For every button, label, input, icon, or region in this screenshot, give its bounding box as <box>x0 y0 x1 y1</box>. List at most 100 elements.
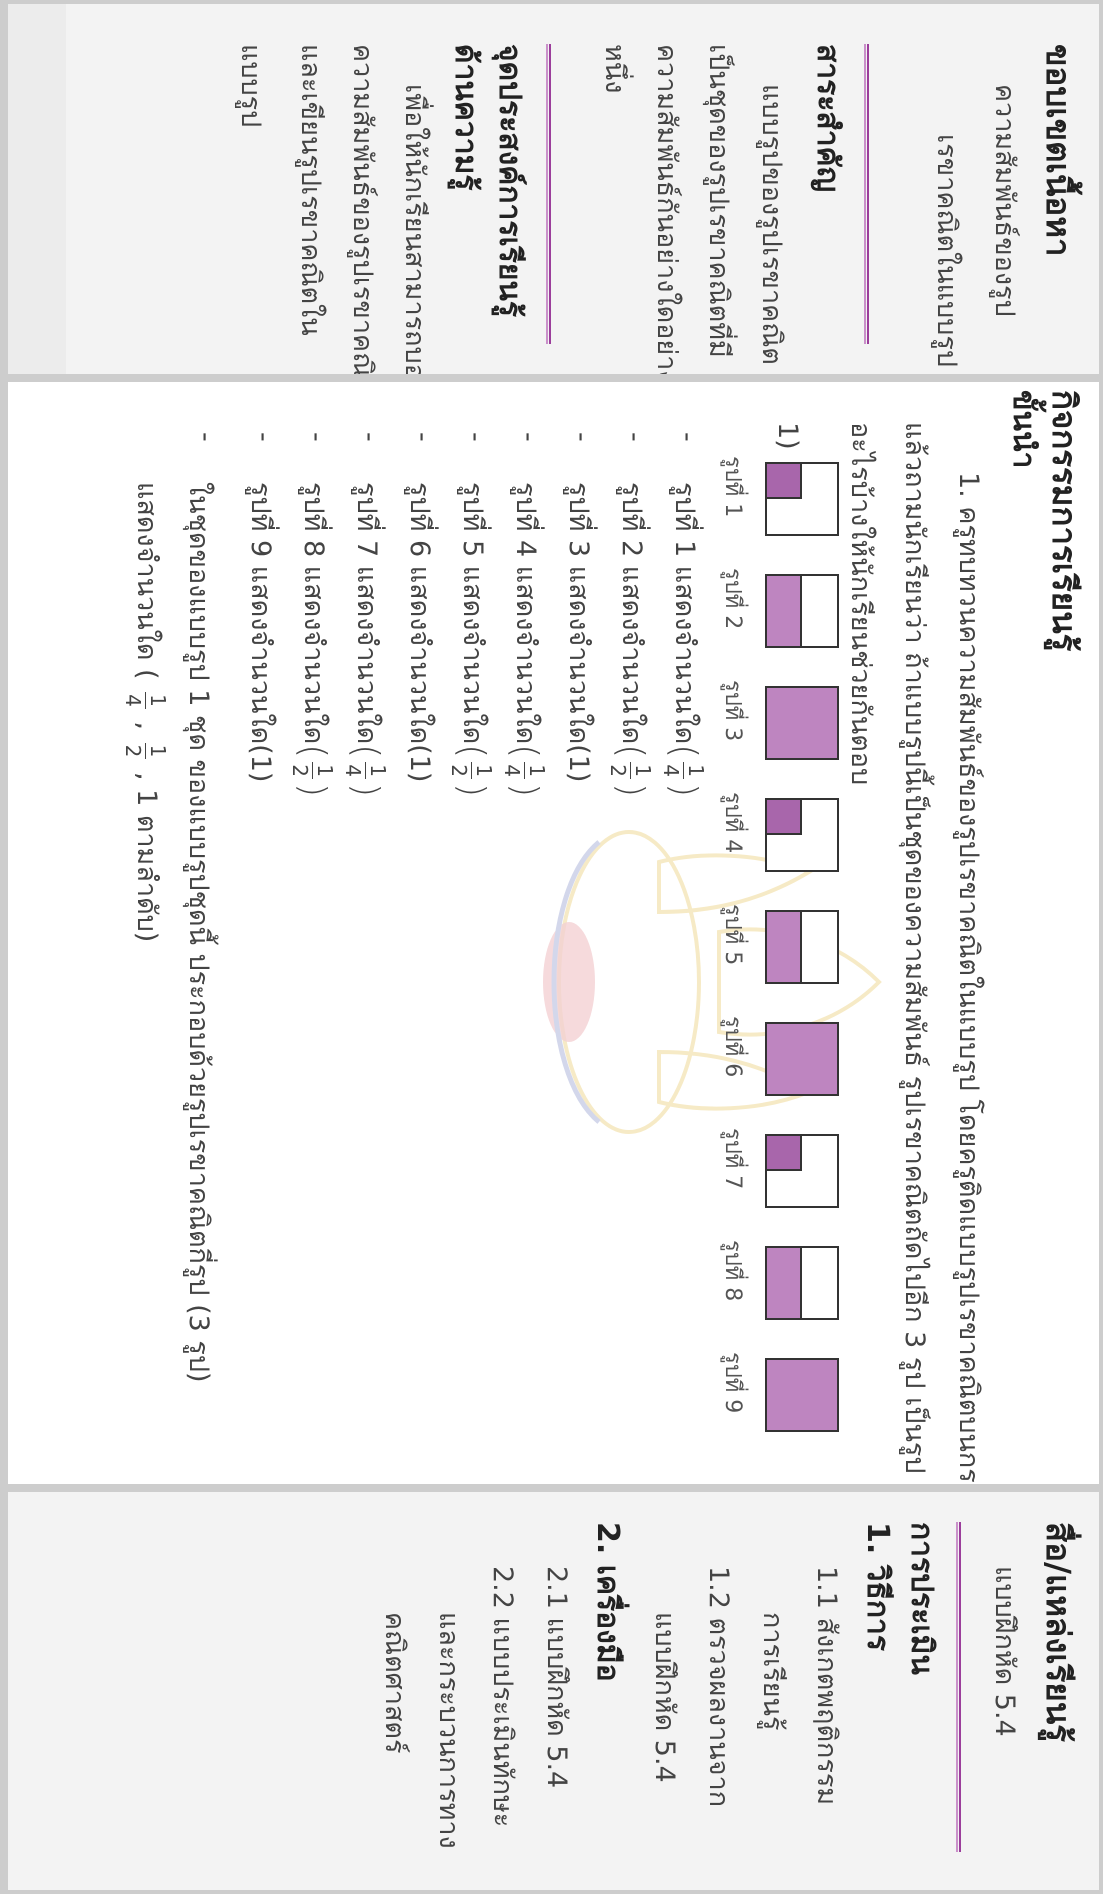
middle-column: กิจกรรมการเรียนรู้ ขั้นนำ 1. ครูทบทวนควา… <box>8 382 1099 1484</box>
pattern-square-5 <box>765 910 839 984</box>
summary-separator: , <box>131 721 162 731</box>
question-text: รูปที่ 5 แสดงจำนวนใด <box>457 482 488 745</box>
square-shaded-region <box>767 912 802 982</box>
essence-line-3: ความสัมพันธ์กันอย่างใดอย่าง <box>651 44 682 374</box>
paren-close: ) <box>504 782 545 797</box>
summary-suffix: , 1 ตามลำดับ) <box>131 771 162 943</box>
pattern-label-6: รูปที่ 6 <box>720 1016 745 1078</box>
square-shaded-region <box>767 800 802 835</box>
square-shaded-region <box>767 576 802 646</box>
tools-title: 2. เครื่องมือ <box>590 1522 625 1682</box>
tools-line-3: และกระบวนการทาง <box>433 1612 464 1849</box>
method-line-4: แบบฝึกหัด 5.4 <box>649 1612 680 1783</box>
pattern-label-2: รูปที่ 2 <box>720 568 745 630</box>
pattern-number: 1) <box>772 422 803 450</box>
question-text: รูปที่ 9 แสดงจำนวนใด <box>245 482 276 745</box>
item-bullet: - <box>301 432 332 442</box>
intro-subtitle: ขั้นนำ <box>1006 390 1041 469</box>
question-text: รูปที่ 6 แสดงจำนวนใด <box>404 482 435 745</box>
bottom-band <box>8 4 66 374</box>
assessment-title: การประเมิน <box>904 1522 939 1675</box>
square-shaded-region <box>767 1360 837 1430</box>
pattern-square-2 <box>765 574 839 648</box>
tools-line-4: คณิตศาสตร์ <box>379 1612 410 1754</box>
square-shaded-region <box>767 1136 802 1171</box>
question-item-3: รูปที่ 3 แสดงจำนวนใด(1) <box>558 482 601 782</box>
scope-title: ขอบเขตเนื้อหา <box>1039 44 1078 257</box>
question-item-9: รูปที่ 9 แสดงจำนวนใด(1) <box>240 482 283 782</box>
scope-line-1: ความสัมพันธ์ของรูป <box>989 84 1020 317</box>
item-bullet: - <box>619 432 650 442</box>
tools-line-1: 2.1 แบบฝึกหัด 5.4 <box>541 1566 572 1789</box>
item-bullet: - <box>672 432 703 442</box>
question-text: รูปที่ 2 แสดงจำนวนใด <box>616 482 647 745</box>
question-item-4: รูปที่ 4 แสดงจำนวนใด(1 4) <box>500 482 549 797</box>
item-bullet: - <box>248 432 279 442</box>
divider-1 <box>867 44 869 344</box>
fraction-denominator: 4 <box>121 694 145 707</box>
media-title: สื่อ/แหล่งเรียนรู้ <box>1039 1522 1078 1742</box>
question-item-2: รูปที่ 2 แสดงจำนวนใด(1 2) <box>606 482 655 797</box>
square-shaded-region <box>767 1248 802 1318</box>
pattern-label-3: รูปที่ 3 <box>720 680 745 742</box>
item-bullet: - <box>407 432 438 442</box>
pattern-square-1 <box>765 462 839 536</box>
square-shaded-region <box>767 464 802 499</box>
knowledge-line-3: และเขียนรูปเรขาคณิตใน <box>295 44 326 336</box>
answer-whole: (1) <box>563 744 594 783</box>
pattern-square-9 <box>765 1358 839 1432</box>
fraction-numerator: 1 <box>145 692 170 709</box>
summary-bullet: - <box>190 432 221 442</box>
divider-right <box>959 1522 961 1852</box>
summary-line-1: ในชุดของแบบรูป 1 ชุด ของแบบรูปชุดนี้ ประ… <box>183 482 214 1383</box>
fraction-denominator: 4 <box>659 764 683 777</box>
paren-close: ) <box>663 782 704 797</box>
fraction-numerator: 1 <box>630 762 655 779</box>
question-text: รูปที่ 7 แสดงจำนวนใด <box>351 482 382 745</box>
tools-line-2: 2.2 แบบประเมินทักษะ <box>487 1566 518 1828</box>
fraction-denominator: 2 <box>288 764 312 777</box>
essence-line-2: เป็นชุดของรูปเรขาคณิตที่มี <box>703 44 734 358</box>
question-item-1: รูปที่ 1 แสดงจำนวนใด(1 4) <box>659 482 708 797</box>
pattern-label-1: รูปที่ 1 <box>720 456 745 518</box>
pattern-label-4: รูปที่ 4 <box>720 792 745 854</box>
paren-close: ) <box>610 782 651 797</box>
paren-close: ) <box>292 782 333 797</box>
paren-open: ( <box>663 744 704 759</box>
question-item-5: รูปที่ 5 แสดงจำนวนใด(1 2) <box>447 482 496 797</box>
pattern-square-8 <box>765 1246 839 1320</box>
paren-open: ( <box>504 744 545 759</box>
pattern-label-7: รูปที่ 7 <box>720 1128 745 1190</box>
essence-title: สาระสำคัญ <box>810 44 845 193</box>
intro-line-3: อะไรบ้างให้นักเรียนช่วยกันตอบ <box>845 422 876 786</box>
media-line: แบบฝึกหัด 5.4 <box>989 1566 1020 1737</box>
right-column: สื่อ/แหล่งเรียนรู้ แบบฝึกหัด 5.4 การประเ… <box>8 1492 1099 1890</box>
paren-close: ) <box>345 782 386 797</box>
paren-open: ( <box>610 744 651 759</box>
left-column: ขอบเขตเนื้อหา ความสัมพันธ์ของรูป เรขาคณิ… <box>8 4 1099 374</box>
knowledge-title: ด้านความรู้ <box>448 44 483 191</box>
item-bullet: - <box>513 432 544 442</box>
essence-line-1: แบบรูปของรูปเรขาคณิต <box>756 84 787 365</box>
fraction-denominator: 2 <box>606 764 630 777</box>
essence-line-4: หนึ่ง <box>599 44 630 94</box>
paren-open: ( <box>345 744 386 759</box>
summary-prefix: แสดงจำนวนใด ( <box>131 482 162 680</box>
answer-whole: (1) <box>404 744 435 783</box>
fraction-denominator: 4 <box>500 764 524 777</box>
pattern-label-5: รูปที่ 5 <box>720 904 745 966</box>
knowledge-line-4: แบบรูป <box>235 44 266 128</box>
fraction-numerator: 1 <box>471 762 496 779</box>
divider-2 <box>549 44 551 344</box>
answer-whole: (1) <box>245 744 276 783</box>
fraction-denominator: 2 <box>447 764 471 777</box>
question-item-6: รูปที่ 6 แสดงจำนวนใด(1) <box>399 482 442 782</box>
paren-open: ( <box>292 744 333 759</box>
fraction-numerator: 1 <box>145 742 170 760</box>
